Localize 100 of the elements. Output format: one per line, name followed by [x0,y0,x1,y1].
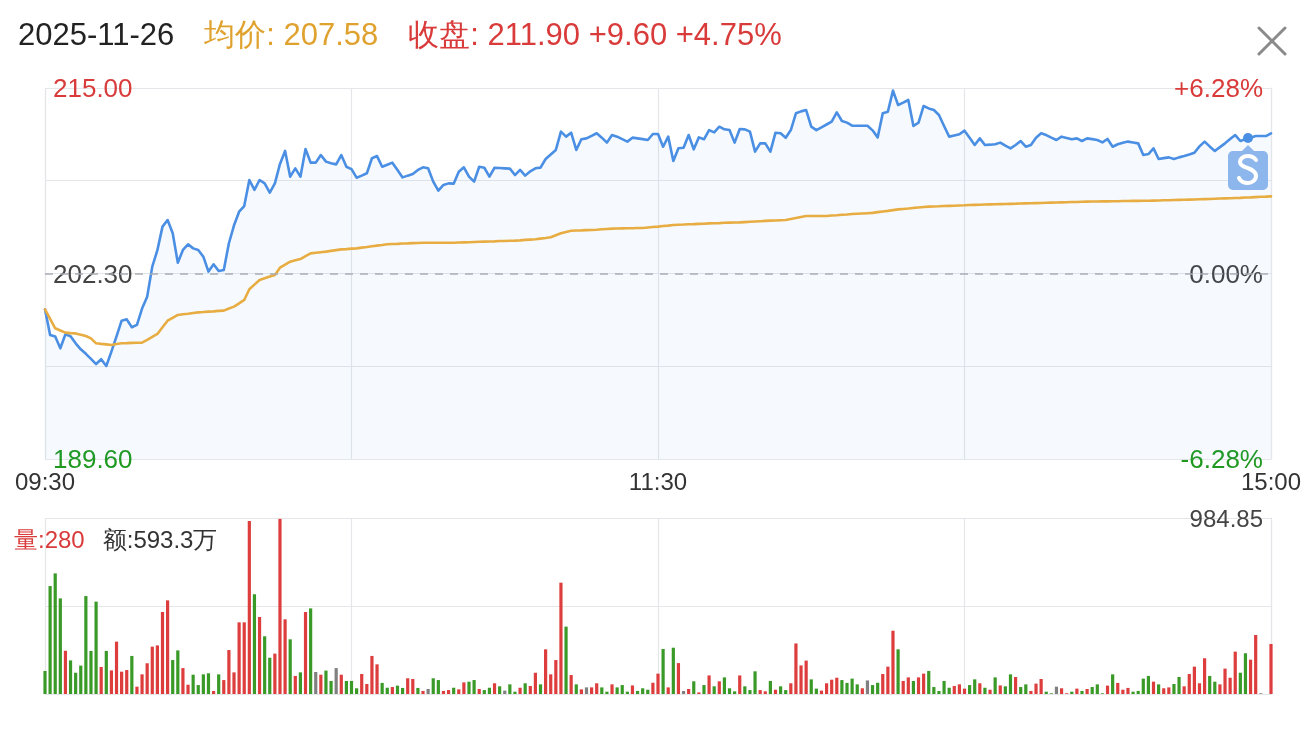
bar [1182,686,1186,694]
bar [584,687,589,694]
bar [518,687,522,694]
bar [1095,684,1099,694]
bar [293,675,297,694]
bar [68,660,73,694]
bar [508,684,512,694]
bar [1192,666,1196,694]
bar [712,686,716,694]
bar [952,685,956,694]
bar [1111,674,1115,694]
bar [1085,689,1089,694]
y-tick-label: 984.85 [1189,504,1263,532]
bar [651,682,655,694]
bar [99,667,103,694]
bar [916,677,921,694]
bar [411,678,415,694]
bar [63,650,68,694]
bar [881,673,885,694]
bar [242,622,246,694]
bar [681,690,686,694]
bar [768,680,772,694]
bar [707,675,711,694]
bar [492,683,497,694]
bar [365,683,369,694]
bar [166,600,170,694]
bar [217,674,221,694]
bar [1157,684,1161,694]
bar [973,679,977,694]
bar [528,685,532,694]
bar [273,653,277,694]
bar [155,645,159,694]
bar [763,691,767,694]
bar [656,673,660,694]
bar [1090,687,1094,694]
bar [390,687,394,694]
bar [145,663,149,694]
bar [53,573,57,694]
bar [865,680,870,694]
bar [988,689,992,694]
bar [309,608,313,694]
text: 收盘: 211.90 +9.60 +4.75% [408,16,782,54]
bar [957,684,961,694]
bar [355,688,359,694]
bar [1126,687,1130,694]
bar [472,680,476,694]
bar [360,673,364,694]
bar [538,684,543,694]
bar [641,688,645,694]
bar [1008,674,1013,694]
bar [176,650,180,694]
bar [779,686,783,694]
bar [549,674,553,694]
bar [727,688,732,694]
bar [513,691,517,694]
bar [635,690,640,694]
bar [1228,677,1232,694]
bar [160,611,165,694]
bar [125,670,129,694]
bar [855,684,859,694]
text: 均价: 207.58 [204,16,379,54]
bar [58,598,62,694]
bar [922,673,926,694]
bar [860,688,864,694]
bar [676,663,681,694]
bar [559,582,563,694]
bar [1080,690,1084,694]
bar [1003,686,1007,694]
bar [896,649,900,694]
bar [687,689,691,694]
x-tick-label: 11:30 [628,467,688,495]
bar [1197,683,1202,694]
bar [462,682,466,694]
bar [743,686,747,694]
bar [436,680,440,694]
bar [523,683,527,694]
bar [334,668,338,694]
bar [400,687,405,694]
bar [1238,672,1242,694]
bar [666,687,670,694]
bar [671,647,675,694]
bar [998,685,1002,694]
bar [1248,659,1253,694]
bar [467,681,471,694]
bar [932,687,936,694]
bar [1146,675,1150,694]
bar [886,666,890,694]
bar [150,646,154,694]
bar [1167,687,1171,694]
bar [406,678,410,694]
bar [978,683,982,694]
bar [891,630,895,694]
bar [303,611,308,694]
bar [257,616,262,694]
bar [717,681,721,694]
bar [927,670,931,694]
bar [222,680,226,694]
bar [196,685,200,694]
bar [870,685,875,694]
bar [1208,675,1212,694]
